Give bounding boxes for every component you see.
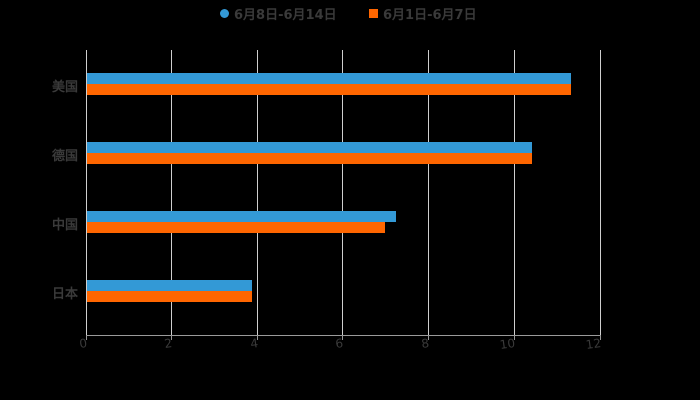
x-tick	[514, 335, 515, 340]
x-axis-line	[86, 335, 601, 336]
x-tick	[428, 335, 429, 340]
x-tick	[171, 335, 172, 340]
x-tick-label: 8	[420, 336, 430, 351]
bar-usa-series-2[interactable]	[87, 84, 571, 95]
legend-item-series-1[interactable]: 6月8日-6月14日	[220, 4, 337, 23]
x-tick-label: 12	[584, 336, 602, 352]
x-tick-label: 4	[249, 336, 259, 351]
category-label-japan: 日本	[51, 287, 78, 302]
x-tick-label: 0	[78, 336, 88, 351]
x-tick	[600, 335, 601, 340]
x-tick	[86, 335, 87, 340]
gridline	[342, 50, 343, 335]
gridline	[428, 50, 429, 335]
gridline	[600, 50, 601, 335]
square-marker-icon	[369, 9, 378, 18]
category-label-china: 中国	[51, 218, 78, 233]
gridline	[514, 50, 515, 335]
legend-label: 6月8日-6月14日	[234, 8, 337, 23]
bar-japan-series-1[interactable]	[87, 280, 252, 291]
x-tick-label: 10	[498, 336, 516, 352]
category-label-germany: 德国	[51, 149, 78, 164]
gridline	[257, 50, 258, 335]
bar-usa-series-1[interactable]	[87, 73, 571, 84]
legend-item-series-2[interactable]: 6月1日-6月7日	[369, 4, 477, 23]
x-tick	[257, 335, 258, 340]
bar-germany-series-2[interactable]	[87, 153, 532, 164]
x-tick	[342, 335, 343, 340]
bar-japan-series-2[interactable]	[87, 291, 252, 302]
bar-china-series-1[interactable]	[87, 211, 396, 222]
x-tick-label: 2	[163, 336, 173, 351]
chart-legend: 6月8日-6月14日 6月1日-6月7日	[0, 4, 700, 24]
category-label-usa: 美国	[51, 80, 78, 95]
legend-label: 6月1日-6月7日	[383, 8, 477, 23]
gridline	[171, 50, 172, 335]
gridline	[86, 50, 87, 335]
x-tick-label: 6	[334, 336, 344, 351]
bar-china-series-2[interactable]	[87, 222, 385, 233]
bar-germany-series-1[interactable]	[87, 142, 532, 153]
circle-marker-icon	[220, 9, 229, 18]
